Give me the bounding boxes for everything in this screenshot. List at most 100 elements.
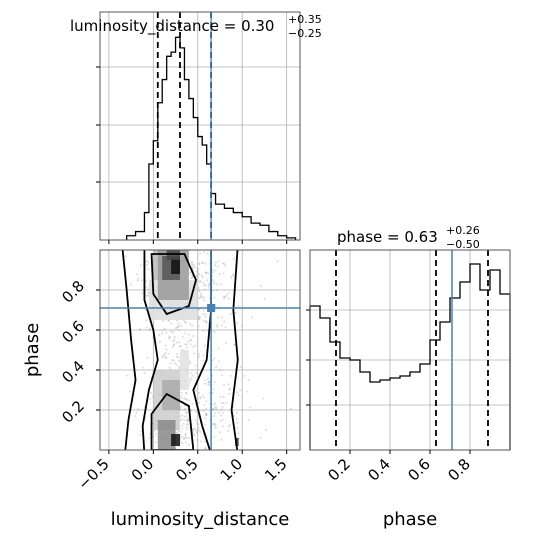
sample-point xyxy=(179,434,182,437)
sample-point xyxy=(173,343,176,346)
sample-point xyxy=(218,272,221,275)
sample-point xyxy=(200,274,203,277)
sample-point xyxy=(203,284,206,287)
phase-x-tick-label: 0.8 xyxy=(444,455,474,485)
sample-point xyxy=(139,264,142,267)
sample-point xyxy=(178,366,181,369)
sample-point xyxy=(195,431,198,434)
sample-point xyxy=(171,331,174,334)
sample-point xyxy=(170,330,173,333)
sample-point xyxy=(175,355,178,358)
sample-point xyxy=(197,263,200,266)
sample-point xyxy=(168,335,171,338)
sample-point xyxy=(194,265,197,268)
sample-point xyxy=(178,341,181,344)
sample-point xyxy=(222,395,225,398)
sample-point xyxy=(181,436,184,439)
sample-point xyxy=(188,360,191,363)
sample-point xyxy=(235,411,238,414)
sample-point xyxy=(145,326,148,329)
sample-point xyxy=(202,309,205,312)
sample-point xyxy=(223,320,226,323)
sample-point xyxy=(195,430,198,433)
sample-point xyxy=(232,257,235,260)
sample-point xyxy=(195,371,198,374)
sample-point xyxy=(208,380,211,383)
sample-point xyxy=(207,380,210,383)
sample-point xyxy=(217,260,220,263)
sample-point xyxy=(164,344,167,347)
sample-point xyxy=(165,348,168,351)
density-cell xyxy=(166,250,180,260)
sample-point xyxy=(197,401,200,404)
sample-point xyxy=(183,321,186,324)
sample-point xyxy=(213,402,216,405)
sample-point xyxy=(218,411,221,414)
sample-point xyxy=(212,423,215,426)
sample-point xyxy=(187,333,190,336)
sample-point xyxy=(222,295,225,298)
sample-point xyxy=(216,325,219,328)
sample-point xyxy=(167,319,170,322)
joint-content xyxy=(100,250,300,450)
sample-point xyxy=(199,294,202,297)
sample-point xyxy=(188,272,191,275)
sample-point xyxy=(189,343,192,346)
sample-point xyxy=(146,264,149,267)
sample-point xyxy=(170,358,173,361)
sample-point xyxy=(151,395,154,398)
sample-point xyxy=(196,269,199,272)
luminosity-distance-title: luminosity_distance = 0.30 +0.35 −0.25 xyxy=(70,13,322,40)
sample-point xyxy=(191,324,194,327)
sample-point xyxy=(214,412,217,415)
sample-point xyxy=(198,308,201,311)
sample-point xyxy=(201,394,204,397)
sample-point xyxy=(201,261,204,264)
sample-point xyxy=(187,444,190,447)
sample-point xyxy=(193,427,196,430)
sample-point xyxy=(228,387,231,390)
sample-point xyxy=(204,271,207,274)
sample-point xyxy=(207,383,210,386)
sample-point xyxy=(211,289,214,292)
sample-point xyxy=(185,425,188,428)
sample-point xyxy=(214,407,217,410)
x-axis-label-luminosity-distance: luminosity_distance xyxy=(111,509,290,530)
sample-point xyxy=(161,356,164,359)
sample-point xyxy=(168,336,171,339)
sample-point xyxy=(190,376,193,379)
phase-y-tick-labels: 0.2 0.4 0.6 0.8 xyxy=(58,277,88,427)
sample-point xyxy=(191,266,194,269)
x-axis-label-phase: phase xyxy=(383,509,437,530)
sample-point xyxy=(187,340,190,343)
sample-point xyxy=(227,292,230,295)
luminosity-distance-title-minus: −0.25 xyxy=(288,27,322,40)
x-tick-label: −0.5 xyxy=(74,455,112,493)
sample-point xyxy=(216,265,219,268)
phase-x-tick-label: 0.2 xyxy=(324,455,354,485)
sample-point xyxy=(175,326,178,329)
sample-point xyxy=(214,427,217,430)
sample-point xyxy=(203,296,206,299)
sample-point xyxy=(208,381,211,384)
sample-point xyxy=(220,374,223,377)
sample-point xyxy=(215,408,218,411)
sample-point xyxy=(205,400,208,403)
sample-point xyxy=(197,426,200,429)
phase-x-tick-labels: 0.2 0.4 0.6 0.8 xyxy=(324,455,474,485)
sample-point xyxy=(225,294,228,297)
sample-point xyxy=(169,362,172,365)
sample-point xyxy=(159,340,162,343)
sample-point xyxy=(194,389,197,392)
sample-point xyxy=(185,441,188,444)
sample-point xyxy=(189,338,192,341)
sample-point xyxy=(146,268,149,271)
sample-point xyxy=(176,429,179,432)
sample-point xyxy=(225,342,228,345)
sample-point xyxy=(203,299,206,302)
sample-point xyxy=(204,423,207,426)
sample-point xyxy=(197,308,200,311)
luminosity-distance-histogram-panel xyxy=(96,11,301,244)
sample-point xyxy=(143,372,146,375)
sample-point xyxy=(251,316,254,319)
